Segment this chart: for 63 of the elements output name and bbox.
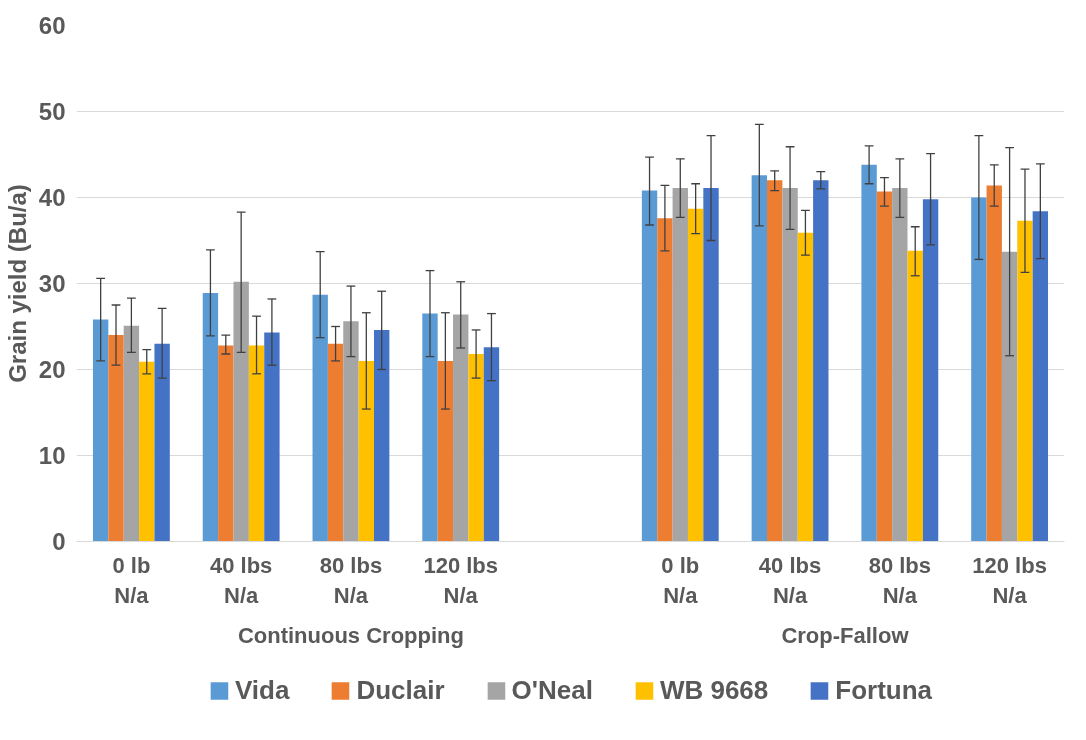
y-tick-label: 0 xyxy=(52,528,66,555)
legend-label: O'Neal xyxy=(511,674,593,706)
x-tick-label: 80 lbs N/a xyxy=(868,552,932,608)
bar xyxy=(703,188,719,542)
bar xyxy=(672,188,688,542)
bar xyxy=(971,197,987,542)
legend-label: Vida xyxy=(234,674,290,706)
bar xyxy=(453,314,469,542)
bar xyxy=(108,335,124,542)
bar xyxy=(876,191,893,542)
bar xyxy=(312,294,328,542)
legend-label: WB 9668 xyxy=(659,674,769,706)
bar xyxy=(202,292,219,542)
legend-label: Fortuna xyxy=(835,674,933,706)
bar xyxy=(218,345,234,542)
y-tick-label: 40 xyxy=(38,184,66,211)
bar xyxy=(248,345,265,542)
y-tick-label: 50 xyxy=(38,98,66,125)
x-tick-label: 80 lbs N/a xyxy=(319,552,383,608)
bar xyxy=(1032,211,1049,542)
y-tick-label: 20 xyxy=(38,356,66,383)
bar xyxy=(892,188,908,542)
bar xyxy=(264,332,280,542)
bar xyxy=(641,190,658,542)
x-tick-label: 0 lb N/a xyxy=(661,552,700,608)
y-axis-title: Grain yield (Bu/a) xyxy=(3,184,31,383)
bar xyxy=(233,281,249,542)
y-tick-label: 60 xyxy=(38,12,66,39)
bar xyxy=(374,329,390,542)
legend-label: Duclair xyxy=(356,674,445,706)
bar xyxy=(327,343,344,542)
bar xyxy=(92,319,109,542)
x-tick-label: 40 lbs N/a xyxy=(209,552,273,608)
bar xyxy=(483,347,500,542)
bar xyxy=(1001,251,1018,542)
bar xyxy=(907,250,923,542)
bar xyxy=(861,164,877,542)
y-tick-label: 30 xyxy=(38,270,66,297)
x-tick-label: 120 lbs N/a xyxy=(423,552,499,608)
bar xyxy=(422,313,438,542)
bar xyxy=(437,360,454,542)
x-tick-label: 120 lbs N/a xyxy=(972,552,1047,608)
bar xyxy=(154,343,170,542)
bar xyxy=(687,208,704,542)
bar xyxy=(782,188,798,542)
bar xyxy=(468,354,484,542)
bar xyxy=(751,175,767,542)
bar xyxy=(922,199,939,542)
bar xyxy=(767,180,783,542)
bar xyxy=(797,232,814,542)
y-tick-label: 10 xyxy=(38,442,66,469)
bar xyxy=(343,321,359,542)
text: Crop-Fallow xyxy=(781,622,910,648)
text: Continuous Cropping xyxy=(237,622,464,648)
x-tick-label: 40 lbs N/a xyxy=(758,552,822,608)
bar xyxy=(657,218,673,542)
x-tick-label: 0 lb N/a xyxy=(112,552,151,608)
bar xyxy=(139,361,155,542)
bar xyxy=(123,325,140,542)
bar xyxy=(358,360,374,542)
bar xyxy=(1017,220,1033,542)
bar xyxy=(813,180,829,542)
bar xyxy=(986,185,1002,542)
